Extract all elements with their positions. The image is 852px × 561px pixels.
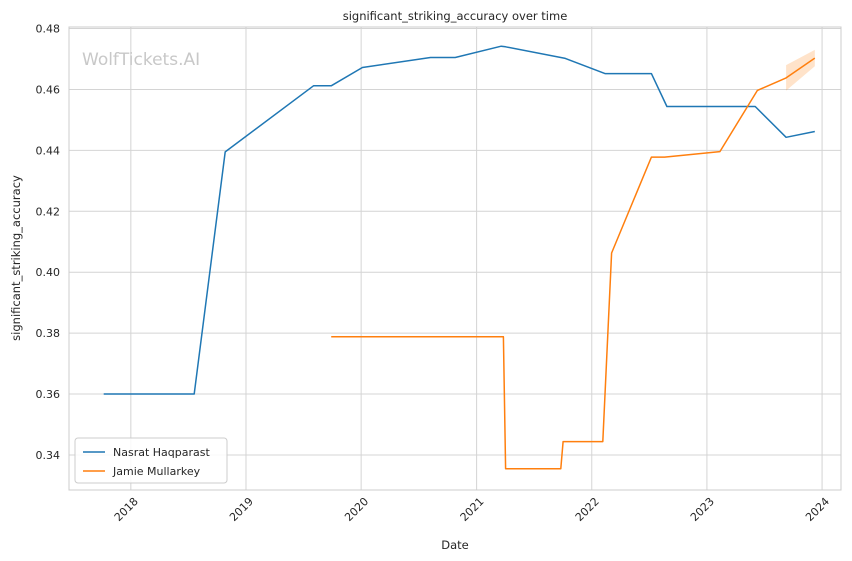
watermark: WolfTickets.AI (82, 50, 200, 70)
x-tick-label: 2024 (803, 495, 832, 524)
y-tick-labels: 0.34 0.36 0.38 0.40 0.42 0.44 0.46 0.48 (36, 23, 61, 462)
chart-title: significant_striking_accuracy over time (343, 9, 568, 23)
y-tick-label: 0.34 (36, 449, 61, 462)
y-tick-label: 0.44 (36, 144, 61, 157)
series-line (331, 57, 816, 470)
legend-label-nasrat: Nasrat Haqparast (113, 446, 210, 459)
y-tick-label: 0.38 (36, 327, 61, 340)
x-tick-label: 2019 (227, 495, 256, 524)
legend: Nasrat Haqparast Jamie Mullarkey (74, 437, 228, 484)
y-tick-label: 0.36 (36, 388, 61, 401)
series-line (103, 45, 815, 395)
plot-frame (68, 26, 842, 491)
y-axis-label: significant_striking_accuracy (9, 175, 23, 341)
y-tick-label: 0.42 (36, 205, 61, 218)
legend-box (74, 437, 228, 484)
x-tick-label: 2021 (458, 495, 487, 524)
series-lines (103, 45, 816, 470)
legend-label-jamie: Jamie Mullarkey (112, 465, 201, 478)
y-tick-label: 0.48 (36, 23, 61, 36)
x-tick-label: 2020 (342, 495, 371, 524)
x-tick-label: 2022 (573, 495, 602, 524)
x-axis-label: Date (441, 538, 469, 552)
plot-background (69, 27, 841, 490)
grid-lines (69, 27, 841, 490)
x-tick-labels: 2018 2019 2020 2021 2022 2023 2024 (112, 495, 832, 524)
x-tick-label: 2023 (688, 495, 717, 524)
x-tick-label: 2018 (112, 495, 141, 524)
y-tick-label: 0.46 (36, 83, 61, 96)
confidence-band (786, 49, 815, 91)
confidence-bands (786, 49, 815, 91)
y-tick-label: 0.40 (36, 266, 61, 279)
